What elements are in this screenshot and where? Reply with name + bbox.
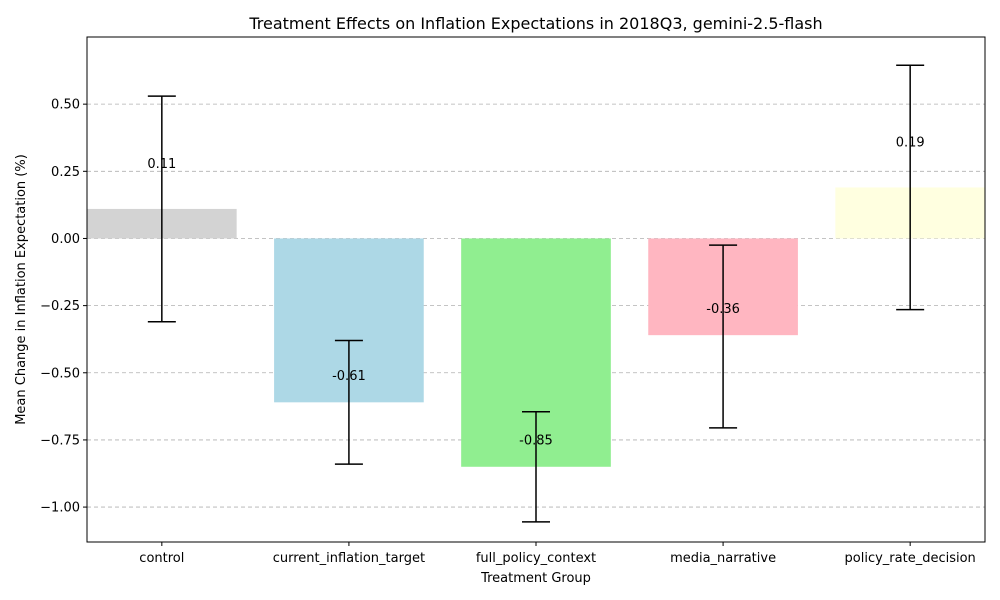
y-tick-label: −0.50: [40, 366, 80, 381]
y-tick-label: −0.75: [40, 433, 80, 448]
value-label: 0.19: [896, 135, 925, 150]
error-bars: [147, 64, 925, 523]
x-axis-label: Treatment Group: [480, 571, 591, 586]
value-label: -0.85: [519, 433, 553, 448]
y-axis-label: Mean Change in Inflation Expectation (%): [14, 154, 29, 425]
value-label: -0.36: [706, 302, 740, 317]
value-label: -0.61: [332, 369, 366, 384]
value-labels: 0.11 -0.61 -0.85 -0.36 0.19: [147, 135, 924, 448]
y-tick-label: −1.00: [40, 501, 80, 516]
x-tick-label: current_inflation_target: [273, 551, 425, 566]
value-label: 0.11: [147, 157, 176, 172]
y-tick-label: −0.25: [40, 299, 80, 314]
y-tick-label: 0.25: [51, 165, 80, 180]
x-axis-ticks: control current_inflation_target full_poli…: [139, 542, 976, 566]
x-tick-label: media_narrative: [670, 551, 776, 566]
y-tick-label: 0.00: [51, 232, 80, 247]
y-axis-ticks: −1.00 −0.75 −0.50 −0.25 0.00 0.25 0.50: [40, 98, 87, 516]
x-tick-label: policy_rate_decision: [845, 551, 976, 566]
x-tick-label: control: [139, 551, 184, 566]
y-tick-label: 0.50: [51, 98, 80, 113]
chart-title: Treatment Effects on Inflation Expectati…: [248, 14, 822, 33]
x-tick-label: full_policy_context: [476, 551, 596, 566]
